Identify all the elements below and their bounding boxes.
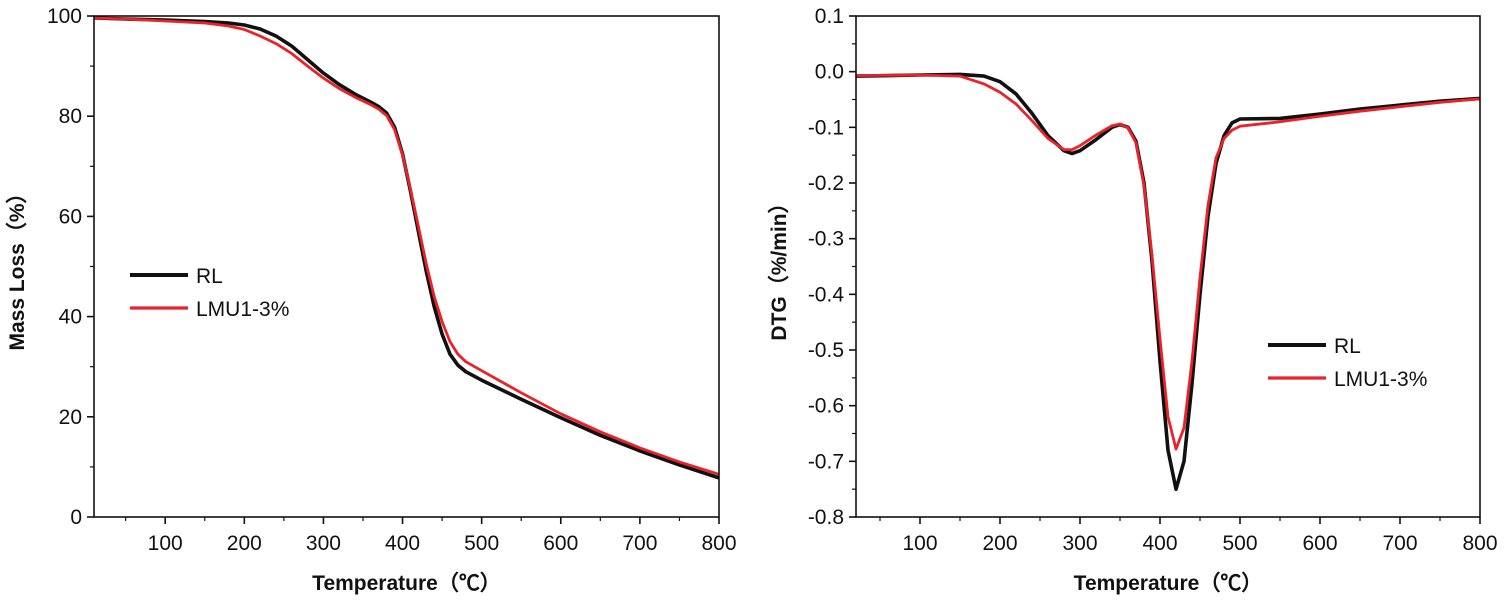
legend-label: RL: [1334, 335, 1361, 358]
y-tick-label: -0.5: [808, 339, 844, 362]
y-tick-label: -0.7: [808, 450, 844, 473]
x-tick-label: 100: [148, 532, 183, 555]
y-tick-label: -0.8: [808, 506, 844, 529]
y-tick-label: -0.6: [808, 395, 844, 418]
x-tick-label: 200: [982, 532, 1017, 555]
y-tick-label: -0.1: [808, 116, 844, 139]
x-tick-label: 400: [1142, 532, 1177, 555]
x-tick-label: 600: [1302, 532, 1337, 555]
x-tick-label: 400: [385, 532, 420, 555]
legend-label: RL: [196, 265, 223, 288]
series-line-lmu1-3-: [94, 16, 719, 476]
x-axis-title: Temperature（℃）: [312, 571, 501, 595]
legend-label: LMU1-3%: [1334, 368, 1427, 391]
y-axis-title: DTG（%/min）: [767, 192, 791, 340]
legend: RL LMU1-3%: [130, 265, 289, 321]
x-tick-label: 200: [227, 532, 262, 555]
x-axis-title: Temperature（℃）: [1074, 571, 1263, 595]
chart-1: 100 200 300 400 500 600 700 800 0 20 40 60 80 100 Temp…: [5, 5, 737, 595]
y-tick-label: 0.0: [815, 61, 844, 84]
legend-label: LMU1-3%: [196, 298, 289, 321]
y-tick-label: 0: [70, 506, 82, 529]
y-tick-label: -0.3: [808, 228, 844, 251]
x-tick-label: 500: [1222, 532, 1257, 555]
y-tick-label: 20: [59, 406, 82, 429]
y-tick-label: -0.2: [808, 172, 844, 195]
x-tick-label: 300: [1062, 532, 1097, 555]
x-tick-label: 300: [306, 532, 341, 555]
x-tick-label: 600: [543, 532, 578, 555]
x-tick-label: 700: [1382, 532, 1417, 555]
x-tick-label: 800: [1462, 532, 1497, 555]
x-tick-label: 500: [464, 532, 499, 555]
x-tick-label: 700: [622, 532, 657, 555]
y-tick-label: 60: [59, 205, 82, 228]
chart-2: 100 200 300 400 500 600 700 800 0.1 0.0 -0.1 -0.2 -0…: [767, 5, 1498, 595]
series-line-rl: [856, 72, 1480, 491]
y-tick-label: 100: [47, 5, 82, 28]
x-tick-label: 100: [902, 532, 937, 555]
y-tick-label: 80: [59, 105, 82, 128]
legend: RL LMU1-3%: [1268, 335, 1427, 391]
x-tick-label: 800: [701, 532, 736, 555]
y-tick-label: -0.4: [808, 283, 845, 306]
y-tick-label: 40: [59, 306, 82, 329]
series-line-lmu1-3-: [856, 73, 1480, 451]
series-line-rl: [94, 16, 719, 480]
y-axis-title: Mass Loss（%）: [5, 182, 29, 350]
y-tick-label: 0.1: [815, 5, 844, 28]
